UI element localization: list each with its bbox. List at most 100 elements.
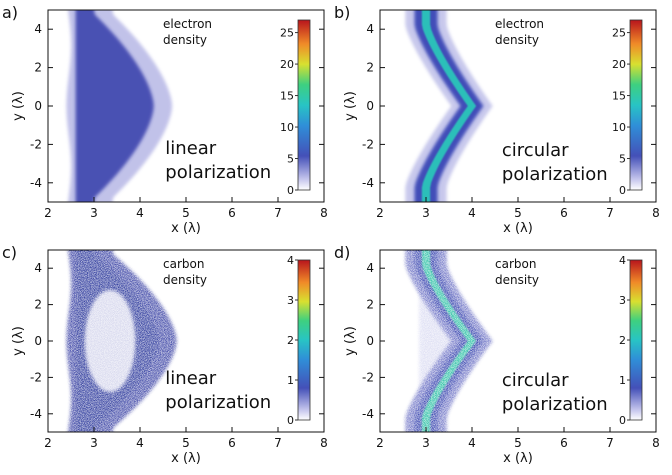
density-core: [75, 10, 154, 202]
x-axis-label: x (λ): [503, 221, 533, 236]
colorbar-tick-label: 15: [280, 90, 294, 103]
y-tick-label: 4: [34, 22, 42, 36]
x-tick-label: 2: [376, 436, 384, 450]
quantity-label: carbon: [495, 257, 536, 271]
density-noise: [48, 250, 324, 432]
y-tick-label: -2: [362, 370, 374, 384]
quantity-label: density: [163, 33, 207, 47]
polarization-label: polarization: [165, 162, 271, 183]
x-tick-label: 7: [606, 436, 614, 450]
colorbar-tick-label: 20: [280, 58, 294, 71]
heatmap-area: [380, 250, 656, 432]
quantity-label: density: [495, 273, 539, 287]
colorbar: [629, 259, 643, 421]
x-tick-label: 5: [182, 436, 190, 450]
polarization-label: circular: [502, 370, 569, 391]
x-axis-label: x (λ): [171, 221, 201, 236]
x-tick-label: 4: [136, 436, 144, 450]
panel-d: 4 2 0 -2 -4 2 3 4 5 6 7 8 x (λ) y (λ) d) carbon density c…: [334, 243, 660, 466]
x-tick-label: 3: [422, 436, 430, 450]
quantity-label: electron: [495, 17, 544, 31]
panel-label: c): [2, 243, 17, 262]
x-tick-label: 8: [320, 206, 328, 220]
x-tick-label: 4: [136, 206, 144, 220]
colorbar: [297, 259, 311, 421]
x-tick-label: 6: [228, 206, 236, 220]
y-tick-label: 0: [34, 99, 42, 113]
x-tick-label: 6: [560, 436, 568, 450]
x-tick-label: 8: [320, 436, 328, 450]
panel-b: 420-2-42 3 4 5 6 7 8x (λ)y (λ)b)electrondensit…: [334, 3, 660, 236]
x-tick-label: 5: [514, 206, 522, 220]
colorbar-tick-label: 0: [619, 184, 626, 197]
x-tick-label: 4: [468, 436, 476, 450]
colorbar: [297, 19, 311, 191]
colorbar-tick-label: 0: [619, 414, 626, 427]
y-tick-label: 4: [34, 261, 42, 275]
y-tick-label: -2: [362, 137, 374, 151]
y-tick-label: -4: [30, 407, 42, 421]
y-tick-label: 0: [366, 334, 374, 348]
x-tick-label: 2: [44, 436, 52, 450]
polarization-label: circular: [502, 140, 569, 161]
colorbar-tick-label: 3: [287, 294, 294, 307]
x-tick-label: 4: [468, 206, 476, 220]
colorbar: [629, 19, 643, 191]
x-tick-label: 2: [376, 206, 384, 220]
x-tick-label: 7: [274, 206, 282, 220]
colorbar-tick-label: 25: [612, 27, 626, 40]
density-noise: [380, 250, 656, 432]
x-axis-label: x (λ): [171, 451, 201, 466]
x-axis-label: x (λ): [503, 451, 533, 466]
y-tick-label: 2: [366, 61, 374, 75]
polarization-label: polarization: [165, 392, 271, 413]
y-tick-label: 2: [34, 298, 42, 312]
colorbar-tick-label: 5: [619, 153, 626, 166]
x-tick-label: 6: [228, 436, 236, 450]
x-tick-label: 8: [652, 206, 660, 220]
quantity-label: carbon: [163, 257, 204, 271]
colorbar-tick-label: 15: [612, 90, 626, 103]
y-tick-label: 2: [34, 61, 42, 75]
colorbar-tick-label: 1: [619, 374, 626, 387]
x-tick-label: 8: [652, 436, 660, 450]
y-tick-label: 0: [34, 334, 42, 348]
heatmap-area: [405, 10, 493, 202]
colorbar-tick-label: 10: [612, 121, 626, 134]
heatmap-area: [66, 10, 173, 202]
colorbar-tick-label: 0: [287, 184, 294, 197]
x-tick-label: 5: [182, 206, 190, 220]
colorbar-tick-label: 5: [287, 153, 294, 166]
panel-c: 4 2 0 -2 -4 2 3 4 5 6 7 8 x (λ) y (λ) c) carbon density l…: [2, 243, 328, 466]
y-tick-label: -4: [30, 176, 42, 190]
y-axis-label: y (λ): [343, 326, 358, 356]
colorbar-tick-label: 1: [287, 374, 294, 387]
x-tick-label: 3: [90, 206, 98, 220]
density-band: [414, 10, 484, 202]
panel-label: b): [334, 3, 350, 22]
y-tick-label: 4: [366, 22, 374, 36]
y-tick-label: 4: [366, 261, 374, 275]
colorbar-tick-label: 4: [619, 254, 626, 267]
x-tick-label: 3: [90, 436, 98, 450]
polarization-label: polarization: [502, 164, 608, 185]
x-tick-label: 7: [606, 206, 614, 220]
heatmap-area: [48, 250, 324, 432]
polarization-label: polarization: [502, 394, 608, 415]
colorbar-tick-label: 0: [287, 414, 294, 427]
colorbar-tick-label: 2: [287, 334, 294, 347]
panel-label: a): [2, 3, 18, 22]
y-tick-label: -4: [362, 407, 374, 421]
colorbar-tick-label: 3: [619, 294, 626, 307]
y-tick-label: 2: [366, 298, 374, 312]
quantity-label: density: [495, 33, 539, 47]
density-ridge: [421, 10, 477, 202]
y-axis-label: y (λ): [343, 91, 358, 121]
y-tick-label: -2: [30, 370, 42, 384]
quantity-label: electron: [163, 17, 212, 31]
colorbar-tick-label: 10: [280, 121, 294, 134]
panel-label: d): [334, 243, 350, 262]
y-axis-label: y (λ): [11, 326, 26, 356]
polarization-label: linear: [165, 368, 217, 389]
